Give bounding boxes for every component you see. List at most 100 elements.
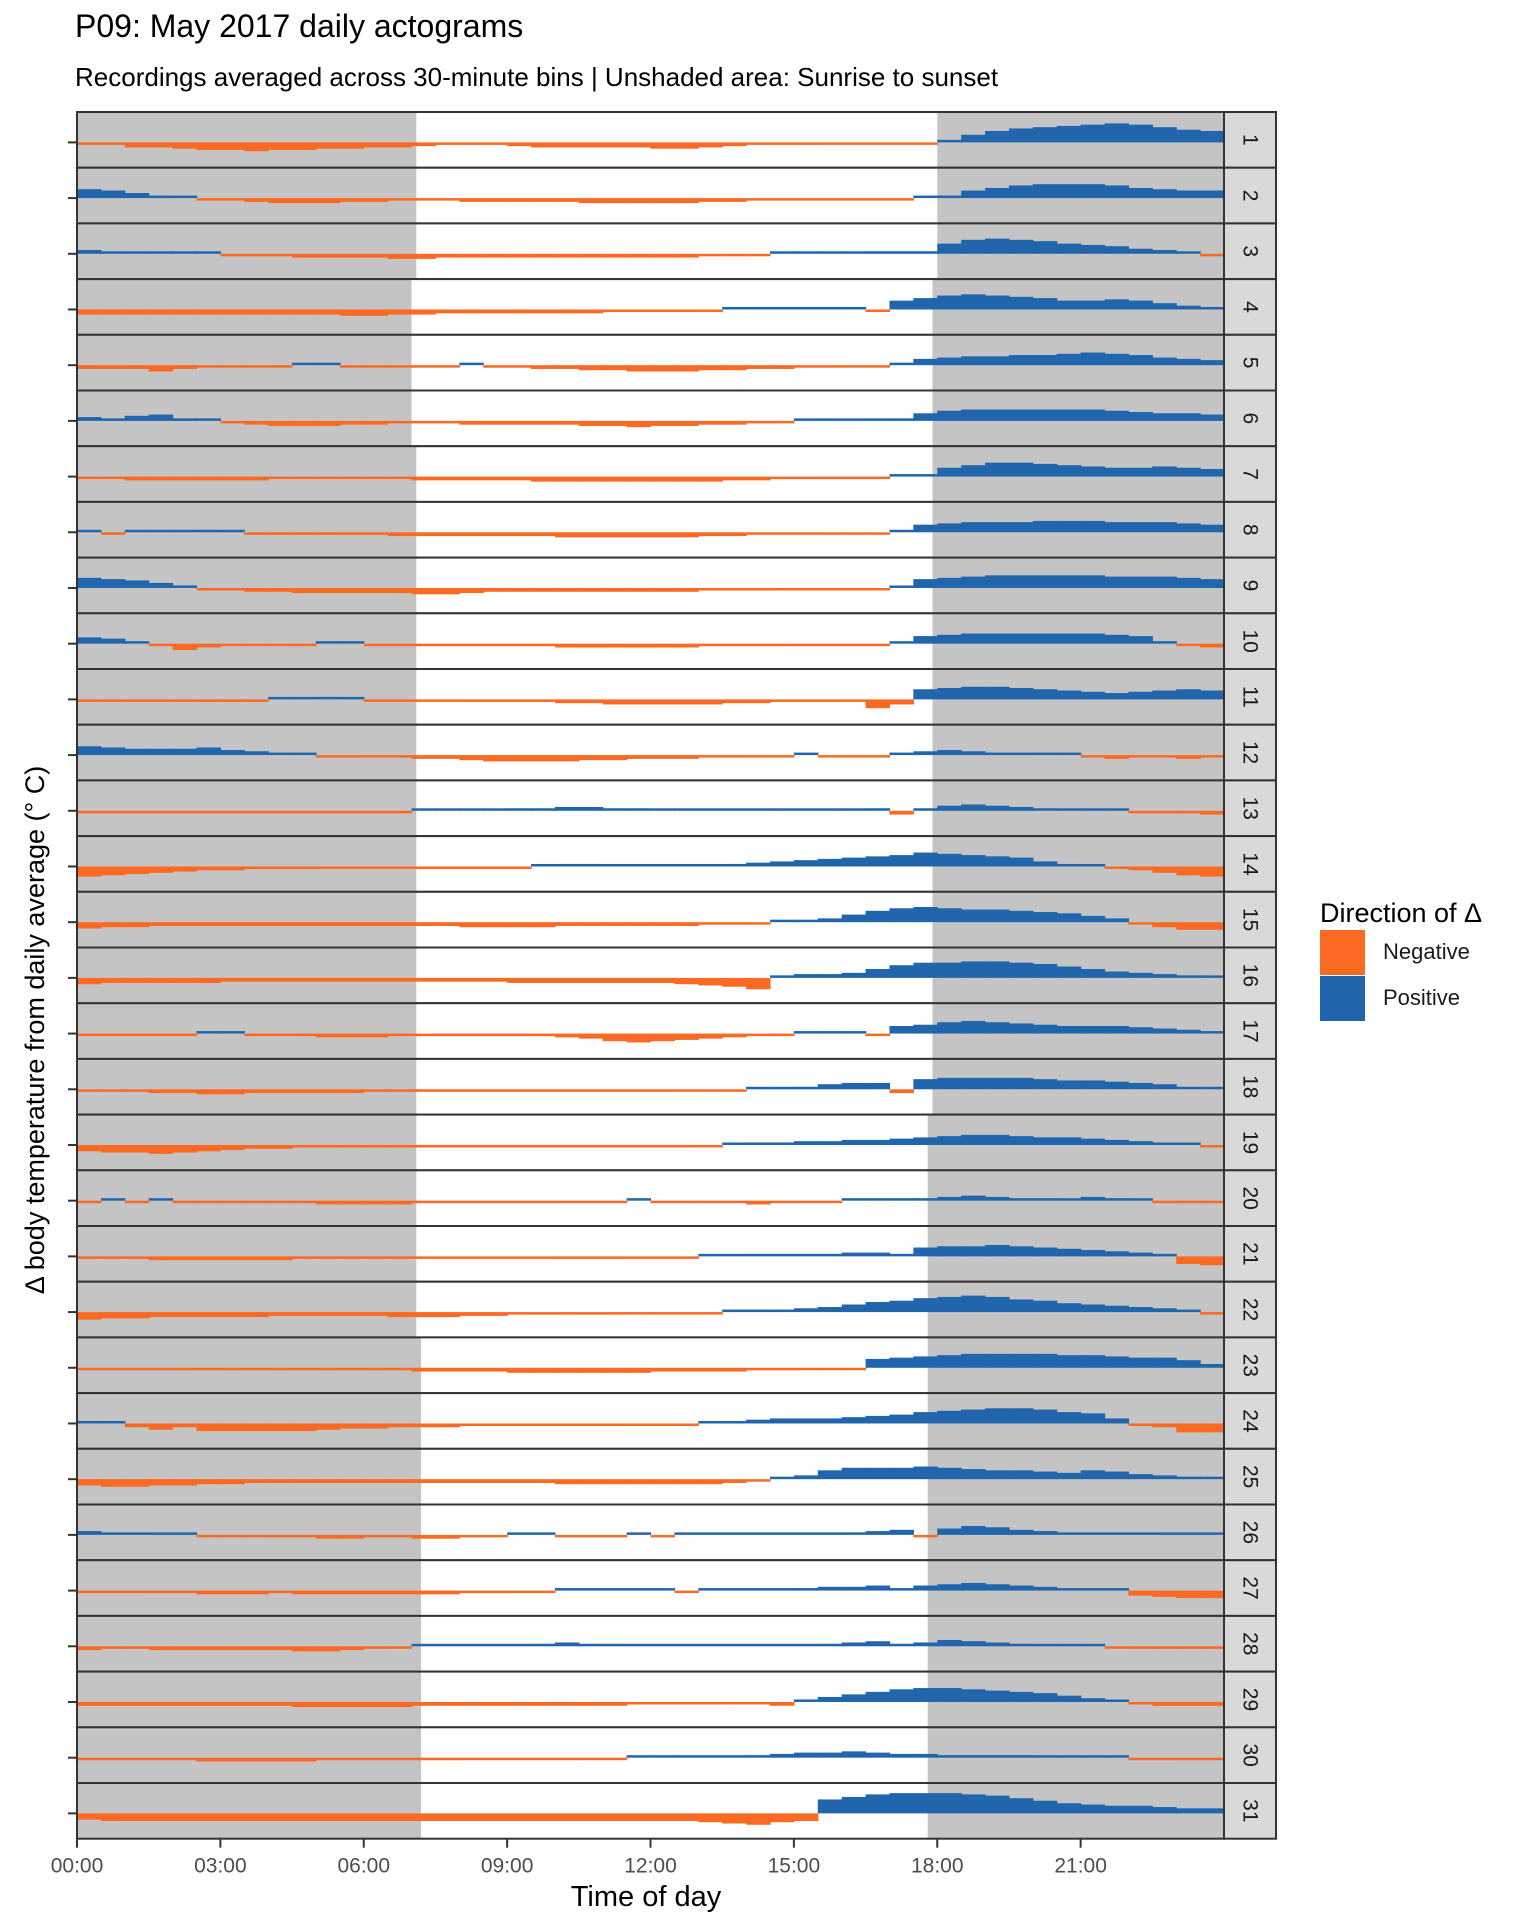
bar-day25-bin34 — [889, 1467, 914, 1480]
facet-strip — [1223, 1503, 1277, 1562]
bar-day28-bin31 — [817, 1643, 843, 1647]
bar-day11-bin21 — [578, 699, 604, 704]
facet-strip-label: 17 — [1239, 1019, 1262, 1042]
bar-day14-bin14 — [411, 866, 437, 869]
bar-day3-bin37 — [961, 239, 986, 254]
bar-day23-bin40 — [1032, 1353, 1058, 1368]
bar-day3-bin46 — [1176, 251, 1201, 254]
bar-day22-bin23 — [626, 1312, 652, 1315]
bar-day2-bin2 — [124, 193, 150, 199]
bar-day19-bin33 — [865, 1139, 891, 1145]
bar-day31-bin2 — [124, 1813, 150, 1821]
bar-day2-bin45 — [1152, 189, 1177, 199]
bar-day29-bin29 — [769, 1701, 795, 1706]
bar-day16-bin34 — [889, 965, 914, 978]
bar-day18-bin27 — [722, 1089, 747, 1092]
facet-strip-label: 4 — [1239, 301, 1262, 313]
bar-day18-bin17 — [483, 1089, 508, 1092]
bar-day18-bin12 — [363, 1089, 389, 1092]
bar-day29-bin45 — [1152, 1701, 1177, 1706]
bar-day9-bin40 — [1032, 575, 1058, 588]
bar-day15-bin30 — [793, 919, 819, 923]
facet-strip — [1223, 1726, 1277, 1785]
bar-day19-bin39 — [1008, 1136, 1034, 1145]
bar-day19-bin43 — [1104, 1139, 1130, 1145]
bar-day15-bin35 — [913, 906, 938, 923]
facet-panel-day-15: 15 — [68, 890, 1277, 949]
bar-day19-bin47 — [1200, 1144, 1225, 1148]
bar-day4-bin15 — [435, 309, 460, 314]
bar-day2-bin32 — [841, 198, 867, 201]
bar-day15-bin8 — [268, 922, 293, 926]
facet-panel-day-28: 28 — [68, 1614, 1277, 1673]
bar-day16-bin18 — [507, 977, 532, 983]
bar-day31-bin7 — [244, 1813, 269, 1821]
bar-day9-bin7 — [244, 587, 269, 592]
bar-day17-bin17 — [483, 1033, 508, 1037]
bar-day16-bin38 — [985, 961, 1010, 978]
bar-day19-bin28 — [746, 1142, 771, 1145]
bar-day17-bin16 — [459, 1033, 484, 1037]
bar-day3-bin1 — [100, 251, 126, 254]
bar-day30-bin36 — [937, 1755, 962, 1758]
bar-day6-bin11 — [339, 420, 365, 425]
bar-day16-bin33 — [865, 969, 891, 978]
bar-day18-bin16 — [459, 1089, 484, 1092]
bar-day9-bin15 — [435, 587, 460, 595]
bar-day9-bin34 — [889, 585, 914, 588]
bar-day13-bin7 — [244, 810, 269, 814]
bar-day5-bin0 — [77, 365, 102, 369]
bar-day10-bin5 — [196, 643, 221, 648]
facet-panel-day-18: 18 — [68, 1057, 1277, 1116]
bar-day4-bin2 — [124, 309, 150, 315]
bar-day1-bin21 — [578, 142, 604, 148]
bar-day24-bin26 — [698, 1420, 723, 1424]
bar-day10-bin42 — [1080, 633, 1106, 644]
bar-day11-bin34 — [889, 699, 914, 705]
bar-day22-bin27 — [722, 1309, 747, 1313]
bar-day23-bin28 — [746, 1367, 771, 1371]
bar-day3-bin47 — [1200, 253, 1225, 257]
bar-day19-bin14 — [411, 1144, 437, 1148]
bar-day24-bin10 — [315, 1423, 341, 1430]
bar-day14-bin4 — [172, 866, 198, 872]
bar-day7-bin40 — [1032, 463, 1058, 477]
bar-day19-bin0 — [77, 1144, 102, 1152]
bar-day16-bin20 — [554, 977, 580, 983]
bar-day21-bin26 — [698, 1253, 723, 1257]
bar-day28-bin11 — [339, 1646, 365, 1651]
bar-day13-bin16 — [459, 808, 484, 811]
bar-day18-bin46 — [1176, 1086, 1201, 1090]
bar-day21-bin45 — [1152, 1253, 1177, 1257]
bar-day6-bin17 — [483, 420, 508, 425]
bar-day5-bin42 — [1080, 352, 1106, 366]
bar-day16-bin27 — [722, 977, 747, 987]
bar-day1-bin47 — [1200, 130, 1225, 143]
bar-day25-bin32 — [841, 1467, 867, 1480]
bar-day7-bin10 — [315, 476, 341, 480]
bar-day24-bin36 — [937, 1410, 962, 1424]
bar-day4-bin45 — [1152, 303, 1177, 310]
bar-day8-bin27 — [722, 532, 747, 537]
bar-day29-bin36 — [937, 1688, 962, 1702]
bar-day2-bin33 — [865, 198, 891, 201]
bar-day1-bin5 — [196, 142, 221, 150]
bar-day8-bin33 — [865, 532, 891, 535]
bar-day3-bin45 — [1152, 249, 1177, 254]
bar-day6-bin23 — [626, 420, 652, 428]
facet-panel-day-30: 30 — [68, 1726, 1277, 1785]
facet-strip-label: 24 — [1239, 1409, 1262, 1433]
bar-day27-bin4 — [172, 1590, 198, 1594]
bar-day17-bin1 — [100, 1033, 126, 1037]
bar-day8-bin46 — [1176, 523, 1201, 533]
bar-day8-bin16 — [459, 532, 484, 537]
bar-day10-bin18 — [507, 643, 532, 647]
bar-day15-bin1 — [100, 922, 126, 928]
bar-day15-bin45 — [1152, 922, 1177, 928]
bar-day25-bin33 — [865, 1467, 891, 1480]
bar-day9-bin27 — [722, 587, 747, 591]
bar-day24-bin1 — [100, 1420, 126, 1424]
bar-day15-bin15 — [435, 922, 460, 926]
bar-day25-bin35 — [913, 1466, 938, 1480]
bar-day17-bin38 — [985, 1022, 1010, 1034]
